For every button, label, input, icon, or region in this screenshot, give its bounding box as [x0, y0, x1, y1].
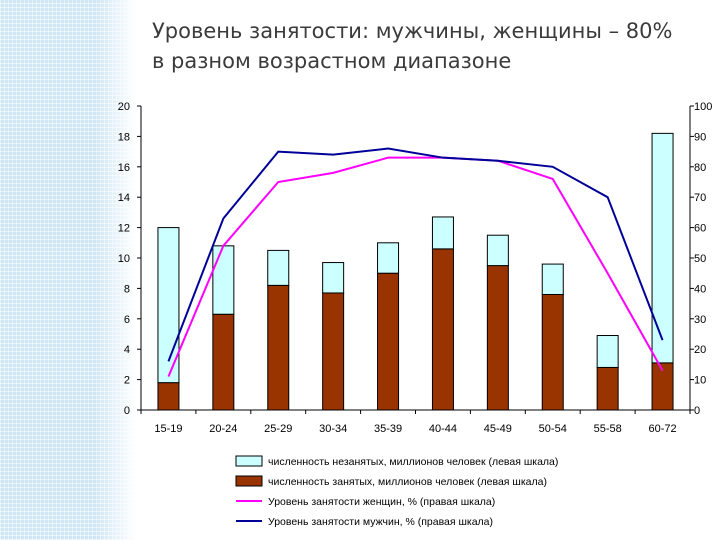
- line-women-employment: [167, 156, 664, 377]
- decorative-sidebar: [0, 0, 136, 540]
- right-tick-label: 50: [694, 253, 706, 265]
- left-tick-label: 10: [118, 253, 130, 265]
- bar-employed: [541, 293, 564, 411]
- x-tick-label: 55-58: [594, 423, 622, 435]
- bar-employed: [431, 248, 454, 411]
- right-tick-label: 70: [694, 192, 706, 204]
- bar-employed: [267, 284, 290, 411]
- x-tick-label: 35-39: [374, 423, 402, 435]
- slide-title-line-1: Уровень занятости: мужчины, женщины – 80…: [152, 19, 673, 43]
- x-tick-label: 60-72: [648, 423, 676, 435]
- slide-title: Уровень занятости: мужчины, женщины – 80…: [152, 16, 717, 76]
- right-tick-label: 80: [694, 162, 706, 174]
- bar-employed: [486, 265, 509, 411]
- left-tick-label: 4: [124, 344, 130, 356]
- legend-label: Уровень занятости женщин, % (правая шкал…: [268, 496, 495, 508]
- sidebar-fade: [96, 0, 136, 540]
- x-tick-label: 40-44: [429, 423, 457, 435]
- legend-swatch-unemployed: [235, 455, 263, 467]
- bar-unemployed: [486, 234, 509, 267]
- left-tick-label: 14: [118, 192, 130, 204]
- left-tick-label: 20: [118, 101, 130, 113]
- x-tick-label: 50-54: [539, 423, 567, 435]
- legend-label: численность незанятых, миллионов человек…: [268, 456, 558, 468]
- x-tick-label: 15-19: [154, 423, 182, 435]
- right-tick-label: 30: [694, 314, 706, 326]
- line-men-employment: [167, 147, 664, 362]
- right-tick-label: 20: [694, 344, 706, 356]
- legend-swatch-employed: [235, 475, 263, 487]
- x-tick-label: 45-49: [484, 423, 512, 435]
- left-tick-label: 6: [124, 314, 130, 326]
- bar-unemployed: [596, 335, 619, 368]
- bar-employed: [322, 292, 345, 411]
- slide-title-line-2: в разном возрастном диапазоне: [152, 49, 512, 73]
- bar-employed: [157, 382, 180, 411]
- left-tick-label: 8: [124, 283, 130, 295]
- right-tick-label: 0: [694, 405, 700, 417]
- bar-unemployed: [377, 242, 400, 274]
- right-tick-label: 10: [694, 375, 706, 387]
- bar-employed: [212, 313, 235, 411]
- x-tick-label: 20-24: [209, 423, 237, 435]
- right-tick-label: 90: [694, 131, 706, 143]
- bar-unemployed: [651, 132, 674, 364]
- bar-unemployed: [541, 263, 564, 295]
- left-tick-label: 16: [118, 162, 130, 174]
- bar-unemployed: [431, 216, 454, 250]
- bar-employed: [377, 272, 400, 411]
- legend-label: Уровень занятости мужчин, % (правая шкал…: [268, 516, 493, 528]
- bar-employed: [596, 366, 619, 411]
- right-tick-label: 60: [694, 223, 706, 235]
- left-tick-label: 12: [118, 223, 130, 235]
- x-tick-label: 30-34: [319, 423, 347, 435]
- right-tick-label: 100: [694, 101, 712, 113]
- bar-unemployed: [212, 245, 235, 315]
- legend-label: численность занятых, миллионов человек (…: [268, 476, 547, 488]
- right-tick-label: 40: [694, 283, 706, 295]
- left-tick-label: 2: [124, 375, 130, 387]
- left-tick-label: 0: [124, 405, 130, 417]
- x-tick-label: 25-29: [264, 423, 292, 435]
- bar-unemployed: [267, 249, 290, 286]
- left-tick-label: 18: [118, 131, 130, 143]
- bar-unemployed: [322, 262, 345, 294]
- bar-unemployed: [157, 227, 180, 384]
